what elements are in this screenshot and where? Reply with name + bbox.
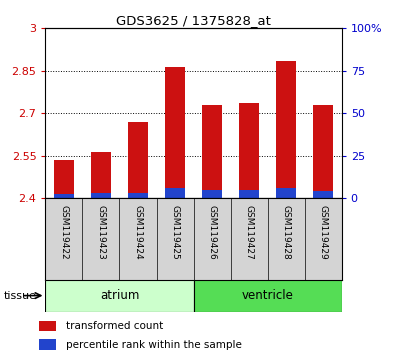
Text: atrium: atrium [100, 289, 139, 302]
Bar [54, 160, 74, 198]
Text: GSM119428: GSM119428 [282, 205, 291, 259]
FancyBboxPatch shape [45, 280, 194, 312]
Bar [165, 67, 185, 198]
Text: percentile rank within the sample: percentile rank within the sample [66, 339, 242, 350]
Text: GSM119427: GSM119427 [245, 205, 254, 259]
Bar [39, 339, 56, 350]
Bar [239, 103, 259, 198]
Text: GSM119425: GSM119425 [171, 205, 180, 259]
Text: tissue: tissue [4, 291, 37, 301]
Bar [313, 105, 333, 198]
Text: GSM119429: GSM119429 [319, 205, 328, 259]
Bar [165, 188, 185, 198]
Bar [91, 193, 111, 198]
Bar [128, 122, 148, 198]
Title: GDS3625 / 1375828_at: GDS3625 / 1375828_at [116, 14, 271, 27]
Bar [39, 320, 56, 331]
Text: ventricle: ventricle [242, 289, 293, 302]
Text: transformed count: transformed count [66, 321, 164, 331]
Bar [128, 193, 148, 198]
Text: GSM119424: GSM119424 [134, 205, 143, 259]
Bar [202, 105, 222, 198]
Bar [276, 188, 296, 198]
FancyBboxPatch shape [194, 280, 342, 312]
Text: GSM119423: GSM119423 [96, 205, 105, 259]
Bar [239, 190, 259, 198]
Bar [91, 152, 111, 198]
Bar [202, 190, 222, 198]
Text: GSM119426: GSM119426 [207, 205, 216, 259]
Text: GSM119422: GSM119422 [59, 205, 68, 259]
Bar [276, 61, 296, 198]
Bar [54, 194, 74, 198]
Bar [313, 191, 333, 198]
